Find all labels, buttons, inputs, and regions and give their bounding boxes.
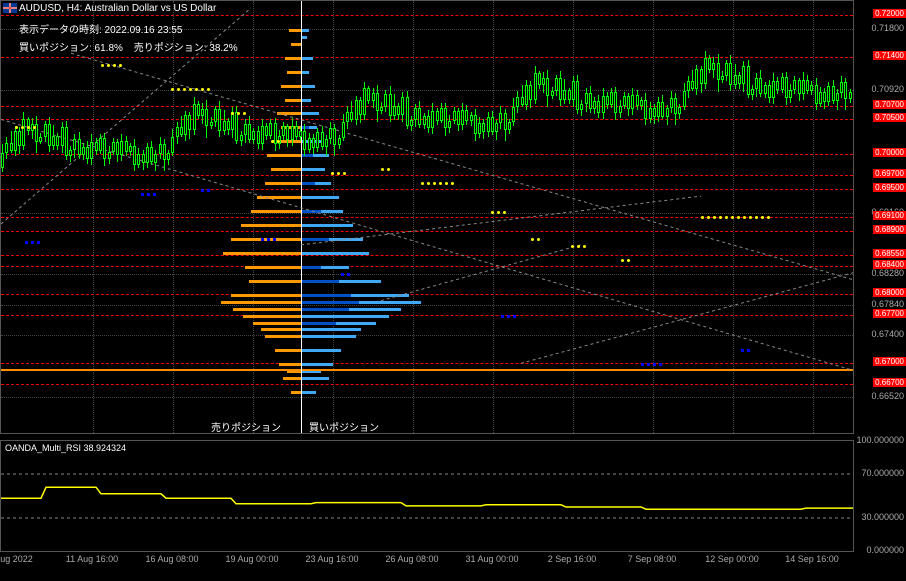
- chart-title: AUDUSD, H4: Australian Dollar vs US Doll…: [19, 3, 216, 14]
- blue-dot: [31, 241, 34, 244]
- time-tick: 9 Aug 2022: [0, 554, 33, 564]
- time-tick: 31 Aug 00:00: [465, 554, 518, 564]
- blue-dot: [507, 315, 510, 318]
- yellow-dot: [713, 216, 716, 219]
- yellow-dot: [537, 238, 540, 241]
- main-chart[interactable]: AUDUSD, H4: Australian Dollar vs US Doll…: [0, 0, 854, 434]
- price-level-label: 0.69700: [873, 169, 906, 178]
- blue-dot: [273, 238, 276, 241]
- rsi-tick: 100.000000: [856, 435, 904, 445]
- yellow-dot: [583, 245, 586, 248]
- price-level-label: 0.68000: [873, 288, 906, 297]
- price-level-label: 0.69500: [873, 183, 906, 192]
- price-tick: 0.67400: [871, 329, 904, 339]
- yellow-dot: [119, 64, 122, 67]
- chart-container: AUDUSD, H4: Australian Dollar vs US Doll…: [0, 0, 906, 581]
- yellow-dot: [343, 172, 346, 175]
- price-tick: 0.68280: [871, 268, 904, 278]
- yellow-dot: [621, 259, 624, 262]
- yellow-dot: [749, 216, 752, 219]
- yellow-dot: [731, 216, 734, 219]
- rsi-tick: 30.000000: [861, 512, 904, 522]
- time-tick: 26 Aug 08:00: [385, 554, 438, 564]
- price-level-label: 0.72000: [873, 9, 906, 18]
- price-tick: 0.66520: [871, 391, 904, 401]
- blue-dot: [201, 189, 204, 192]
- blue-dot: [741, 349, 744, 352]
- rsi-tick: 0.000000: [866, 545, 904, 555]
- price-level-label: 0.68550: [873, 249, 906, 258]
- time-axis: 9 Aug 2022 11 Aug 16:00 16 Aug 08:00 19 Aug…: [0, 554, 852, 578]
- price-tick: 0.70920: [871, 84, 904, 94]
- blue-dot: [653, 363, 656, 366]
- yellow-dot: [337, 172, 340, 175]
- yellow-dot: [767, 216, 770, 219]
- blue-dot: [659, 363, 662, 366]
- flag-icon: [3, 3, 17, 13]
- yellow-dot: [531, 238, 534, 241]
- blue-dot: [641, 363, 644, 366]
- time-tick: 11 Aug 16:00: [66, 554, 118, 564]
- time-tick: 2 Sep 16:00: [548, 554, 597, 564]
- price-axis: 0.718000.709200.691600.682800.678400.674…: [854, 0, 906, 432]
- buy-position-label: 買いポジション: [309, 419, 379, 434]
- time-tick: 16 Aug 08:00: [145, 554, 198, 564]
- sell-pct: 売りポジション: 38.2%: [134, 43, 238, 54]
- price-level-label: 0.71400: [873, 51, 906, 60]
- time-tick: 14 Sep 16:00: [785, 554, 839, 564]
- time-tick: 7 Sep 08:00: [628, 554, 677, 564]
- yellow-dot: [755, 216, 758, 219]
- info-positions: 買いポジション: 61.8% 売りポジション: 38.2%: [19, 39, 238, 54]
- blue-dot: [341, 273, 344, 276]
- blue-dot: [647, 363, 650, 366]
- blue-dot: [267, 238, 270, 241]
- yellow-dot: [725, 216, 728, 219]
- price-level-label: 0.70000: [873, 148, 906, 157]
- price-level-label: 0.70700: [873, 100, 906, 109]
- yellow-dot: [707, 216, 710, 219]
- price-level-label: 0.66700: [873, 378, 906, 387]
- blue-dot: [147, 193, 150, 196]
- blue-dot: [37, 241, 40, 244]
- blue-dot: [207, 189, 210, 192]
- price-level-label: 0.68400: [873, 260, 906, 269]
- yellow-dot: [737, 216, 740, 219]
- yellow-dot: [571, 245, 574, 248]
- price-tick: 0.71800: [871, 23, 904, 33]
- rsi-panel[interactable]: OANDA_Multi_RSI 38.924324: [0, 440, 854, 552]
- time-tick: 19 Aug 00:00: [225, 554, 278, 564]
- blue-dot: [747, 349, 750, 352]
- rsi-tick: 70.000000: [861, 468, 904, 478]
- yellow-dot: [719, 216, 722, 219]
- yellow-dot: [331, 172, 334, 175]
- price-level-label: 0.67000: [873, 357, 906, 366]
- yellow-dot: [701, 216, 704, 219]
- price-level-label: 0.67700: [873, 309, 906, 318]
- price-level-label: 0.70500: [873, 113, 906, 122]
- sell-position-label: 売りポジション: [211, 419, 281, 434]
- blue-dot: [25, 241, 28, 244]
- yellow-dot: [743, 216, 746, 219]
- price-level-label: 0.69100: [873, 211, 906, 220]
- yellow-dot: [107, 64, 110, 67]
- yellow-dot: [101, 64, 104, 67]
- blue-dot: [153, 193, 156, 196]
- yellow-dot: [113, 64, 116, 67]
- yellow-dot: [761, 216, 764, 219]
- blue-dot: [141, 193, 144, 196]
- time-tick: 23 Aug 16:00: [305, 554, 358, 564]
- time-tick: 12 Sep 00:00: [705, 554, 759, 564]
- blue-dot: [261, 238, 264, 241]
- price-tick: 0.67840: [871, 299, 904, 309]
- buy-pct: 買いポジション: 61.8%: [19, 43, 123, 54]
- blue-dot: [513, 315, 516, 318]
- price-level-label: 0.68900: [873, 225, 906, 234]
- rsi-axis: 100.00000070.00000030.0000000.000000: [854, 440, 906, 550]
- info-time: 表示データの時刻: 2022.09.16 23:55: [19, 21, 182, 36]
- yellow-dot: [577, 245, 580, 248]
- yellow-dot: [627, 259, 630, 262]
- blue-dot: [347, 273, 350, 276]
- blue-dot: [501, 315, 504, 318]
